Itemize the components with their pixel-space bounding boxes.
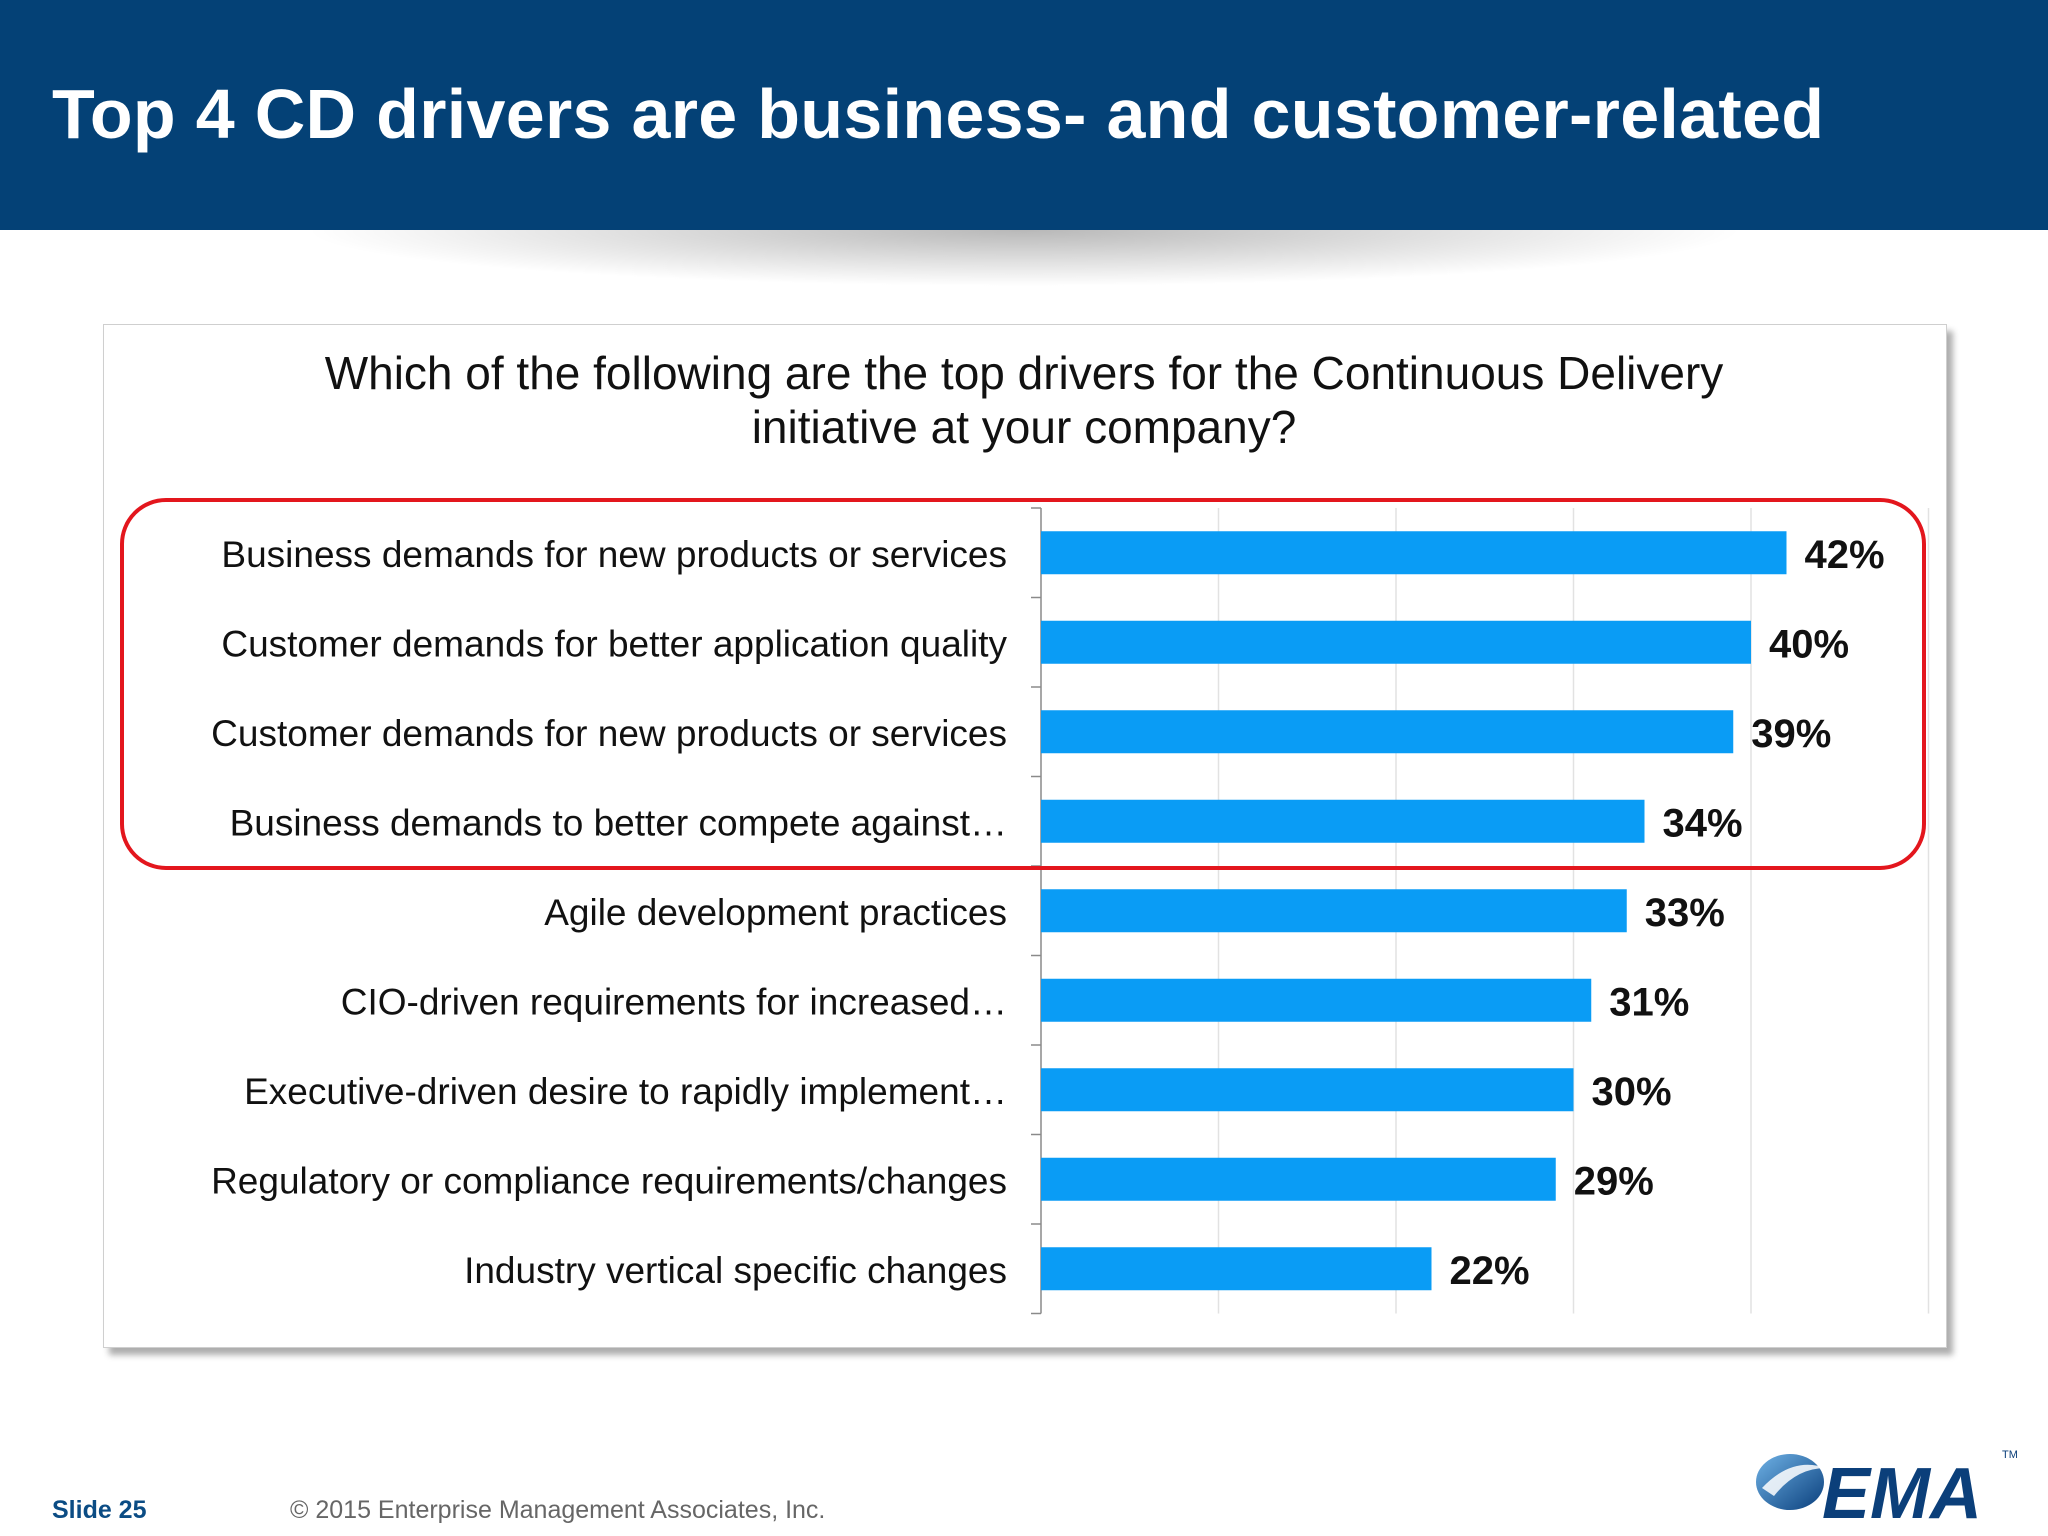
bar-8 (1041, 1247, 1432, 1291)
slide-header: Top 4 CD drivers are business- and custo… (0, 0, 2048, 230)
bar-1 (1041, 620, 1751, 664)
value-labels: 42% 40% 39% 34% 33% 31% 30% 29% 22% (1450, 533, 1885, 1293)
bars (1041, 531, 1787, 1291)
category-label-7: Regulatory or compliance requirements/ch… (211, 1160, 1007, 1201)
category-label-2: Customer demands for new products or ser… (211, 713, 1007, 754)
ema-logo-tm: TM (2002, 1449, 2018, 1461)
category-label-3: Business demands to better compete again… (230, 802, 1007, 843)
bar-5 (1041, 978, 1592, 1022)
bar-7 (1041, 1157, 1556, 1201)
chart-question: Which of the following are the top drive… (103, 346, 1945, 454)
question-line-1: Which of the following are the top drive… (324, 347, 1724, 399)
question-line-2: initiative at your company? (751, 401, 1297, 453)
category-label-0: Business demands for new products or ser… (221, 534, 1007, 575)
bar-6 (1041, 1068, 1574, 1112)
category-label-4: Agile development practices (544, 892, 1007, 933)
bar-2 (1041, 710, 1734, 754)
value-label-5: 31% (1609, 980, 1689, 1024)
ema-logo-swoosh-icon (1756, 1454, 1826, 1510)
category-label-8: Industry vertical specific changes (464, 1250, 1007, 1291)
copyright-text: © 2015 Enterprise Management Associates,… (290, 1496, 826, 1524)
bar-4 (1041, 889, 1627, 933)
header-shadow (0, 230, 2048, 310)
slide-title: Top 4 CD drivers are business- and custo… (52, 75, 1825, 153)
value-label-2: 39% (1751, 712, 1831, 756)
bar-0 (1041, 531, 1787, 575)
category-labels: Business demands for new products or ser… (211, 534, 1007, 1291)
bar-3 (1041, 799, 1645, 843)
ema-logo: EMA TM (1756, 1449, 2018, 1530)
category-label-5: CIO-driven requirements for increased… (341, 981, 1007, 1022)
ema-logo-text: EMA (1822, 1454, 1982, 1530)
value-label-6: 30% (1592, 1070, 1672, 1114)
value-label-8: 22% (1450, 1249, 1530, 1293)
value-label-1: 40% (1769, 622, 1849, 666)
value-label-4: 33% (1645, 891, 1725, 935)
slide-number: Slide 25 (52, 1496, 147, 1524)
top-four-highlight (120, 498, 1926, 870)
value-label-7: 29% (1574, 1159, 1654, 1203)
value-label-3: 34% (1663, 801, 1743, 845)
category-label-6: Executive-driven desire to rapidly imple… (244, 1071, 1007, 1112)
category-label-1: Customer demands for better application … (221, 623, 1007, 664)
value-label-0: 42% (1805, 533, 1885, 577)
